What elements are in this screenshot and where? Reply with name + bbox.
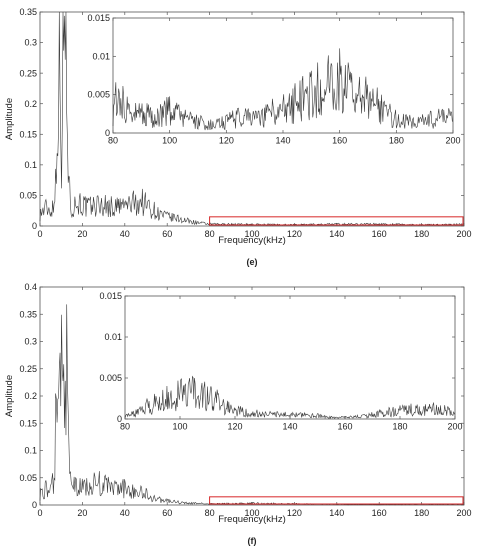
main-x-tick-label: 80: [205, 229, 215, 239]
x-axis-label: Frequency(kHz): [218, 235, 286, 246]
main-x-tick-label: 20: [77, 508, 87, 518]
main-x-tick-label: 180: [414, 508, 429, 518]
inset-x-tick-label: 200: [445, 136, 460, 146]
main-y-tick-label: 0.1: [24, 446, 37, 456]
main-y-tick-label: 0.4: [24, 282, 37, 292]
main-y-tick-label: 0.3: [24, 38, 37, 48]
inset-signal-series: [112, 48, 454, 131]
inset-y-tick-label: 0.005: [87, 90, 110, 100]
main-x-tick-label: 160: [372, 508, 387, 518]
spectrum-chart-e: 0 20 40 60 80 100 120 140 160 180 200 0 0.05 0.1 0.15 0…: [4, 7, 472, 267]
main-x-tick-label: 140: [329, 508, 344, 518]
main-x-tick-label: 120: [287, 229, 302, 239]
main-y-tick-label: 0.25: [19, 68, 37, 78]
inset-x-tick-label: 140: [282, 422, 297, 432]
main-x-tick-label: 140: [329, 229, 344, 239]
main-y-tick-label: 0: [32, 500, 37, 510]
inset-x-tick-label: 80: [120, 422, 130, 432]
main-x-tick-label: 180: [414, 229, 429, 239]
main-y-tick-label: 0.15: [19, 129, 37, 139]
main-x-tick-label: 40: [120, 229, 130, 239]
inset-x-tick-label: 180: [392, 422, 407, 432]
main-x-tick-label: 0: [37, 508, 42, 518]
main-x-tick-label: 160: [372, 229, 387, 239]
y-axis-label: Amplitude: [4, 375, 15, 417]
main-y-tick-label: 0.2: [24, 99, 37, 109]
main-x-tick-label: 200: [456, 508, 471, 518]
main-y-tick-label: 0.35: [19, 309, 37, 319]
inset-frame: [124, 295, 456, 420]
main-y-tick-label: 0.05: [19, 191, 37, 201]
inset-x-tick-label: 180: [389, 136, 404, 146]
main-y-tick-label: 0.3: [24, 337, 37, 347]
main-y-tick-label: 0.1: [24, 160, 37, 170]
inset-x-tick-label: 200: [447, 422, 462, 432]
inset-frame: [112, 17, 454, 134]
main-x-tick-label: 100: [244, 229, 259, 239]
spectrum-chart-f: 0 20 40 60 80 100 120 140 160 180 200 0 0.05 0.1 0.15 0…: [4, 282, 472, 546]
main-x-tick-label: 60: [162, 508, 172, 518]
inset-x-tick-label: 100: [162, 136, 177, 146]
panel-label: (f): [248, 536, 257, 546]
inset-x-tick-label: 160: [337, 422, 352, 432]
main-y-tick-label: 0.25: [19, 364, 37, 374]
x-axis-label: Frequency(kHz): [218, 514, 286, 525]
inset-y-tick-label: 0.015: [87, 13, 110, 23]
main-x-tick-label: 60: [162, 229, 172, 239]
inset-x-tick-label: 140: [275, 136, 290, 146]
inset-x-tick-label: 160: [332, 136, 347, 146]
inset-y-tick-label: 0.01: [92, 51, 110, 61]
panel-label: (e): [247, 257, 258, 267]
main-x-tick-label: 0: [37, 229, 42, 239]
main-y-tick-label: 0.05: [19, 473, 37, 483]
main-x-tick-label: 100: [244, 508, 259, 518]
zoom-region-box: [209, 216, 464, 226]
inset-x-tick-label: 80: [108, 136, 118, 146]
inset-y-tick-label: 0.01: [104, 332, 122, 342]
inset-x-tick-label: 120: [219, 136, 234, 146]
main-y-tick-label: 0.35: [19, 7, 37, 17]
main-x-tick-label: 80: [205, 508, 215, 518]
inset-y-tick-label: 0.015: [99, 291, 122, 301]
main-y-tick-label: 0.15: [19, 418, 37, 428]
inset-y-tick-label: 0: [105, 128, 110, 138]
main-signal-series: [39, 304, 464, 506]
inset-y-tick-label: 0: [117, 414, 122, 424]
y-axis-label: Amplitude: [4, 98, 15, 140]
zoom-region-box: [209, 496, 464, 505]
main-y-tick-label: 0.2: [24, 391, 37, 401]
inset-signal-series: [124, 375, 456, 420]
main-y-tick-label: 0: [32, 221, 37, 231]
main-x-tick-label: 200: [456, 229, 471, 239]
main-x-tick-label: 120: [287, 508, 302, 518]
inset-x-tick-label: 120: [227, 422, 242, 432]
main-x-tick-label: 40: [120, 508, 130, 518]
main-x-tick-label: 20: [77, 229, 87, 239]
inset-x-tick-label: 100: [172, 422, 187, 432]
inset-y-tick-label: 0.005: [99, 373, 122, 383]
